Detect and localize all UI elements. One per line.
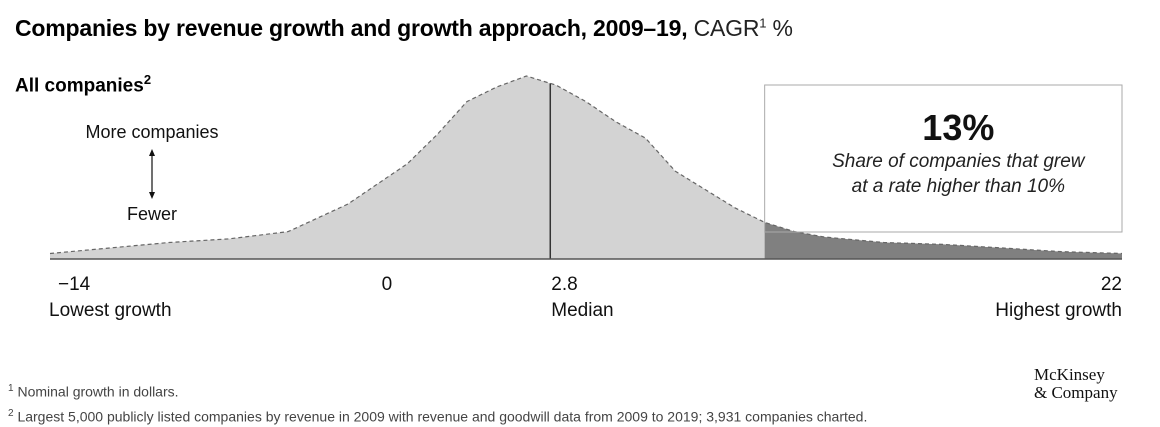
logo-line-2: & Company <box>1034 383 1118 402</box>
callout-text-line1: Share of companies that grew <box>832 151 1086 172</box>
callout-value: 13% <box>922 107 994 148</box>
unit-suffix: % <box>766 15 793 41</box>
chart-subtitle: All companies2 <box>15 72 151 97</box>
unit-footnote-ref: 1 <box>759 15 767 31</box>
subtitle-text: All companies <box>15 75 144 97</box>
footnote-1-marker: 1 <box>8 383 14 394</box>
x-tick-label: −14 <box>58 274 91 295</box>
y-note-arrow-up-icon <box>149 149 155 156</box>
footnote-1: 1 Nominal growth in dollars. <box>8 378 867 403</box>
title-unit: CAGR1 % <box>694 15 793 41</box>
chart-title: Companies by revenue growth and growth a… <box>15 15 793 42</box>
x-tick-labels: −14 Lowest growth 0 2.8 Median 22 Highest grow… <box>49 274 1122 321</box>
logo-line-1: McKinsey <box>1034 365 1105 384</box>
footnote-2-marker: 2 <box>8 407 14 419</box>
x-tick-sublabel: Median <box>551 300 613 321</box>
callout-text-line2: at a rate higher than 10% <box>852 176 1065 197</box>
y-note-top: More companies <box>85 122 218 142</box>
footnote-1-text: Nominal growth in dollars. <box>13 383 179 400</box>
callout-box <box>764 84 1123 233</box>
subtitle-footnote-ref: 2 <box>143 72 152 87</box>
title-main: Companies by revenue growth and growth a… <box>15 15 688 41</box>
distribution-area <box>50 76 1122 259</box>
footnotes: 1 Nominal growth in dollars. 2 Largest 5… <box>8 378 867 427</box>
x-tick-sublabel: Highest growth <box>995 300 1122 321</box>
y-note-bottom: Fewer <box>127 204 177 224</box>
footnote-2: 2 Largest 5,000 publicly listed companie… <box>8 403 867 427</box>
footnote-2-text: Largest 5,000 publicly listed companies … <box>13 408 868 425</box>
distribution-outline <box>49 75 1123 255</box>
mckinsey-logo: McKinsey & Company <box>1034 366 1118 402</box>
x-tick-label: 22 <box>1101 274 1122 295</box>
x-tick-label: 0 <box>382 274 393 295</box>
y-note-arrow-down-icon <box>149 192 155 199</box>
high-growth-area <box>764 222 1122 259</box>
x-tick-sublabel: Lowest growth <box>49 300 172 321</box>
unit-label: CAGR <box>693 15 760 41</box>
x-tick-label: 2.8 <box>551 274 577 295</box>
